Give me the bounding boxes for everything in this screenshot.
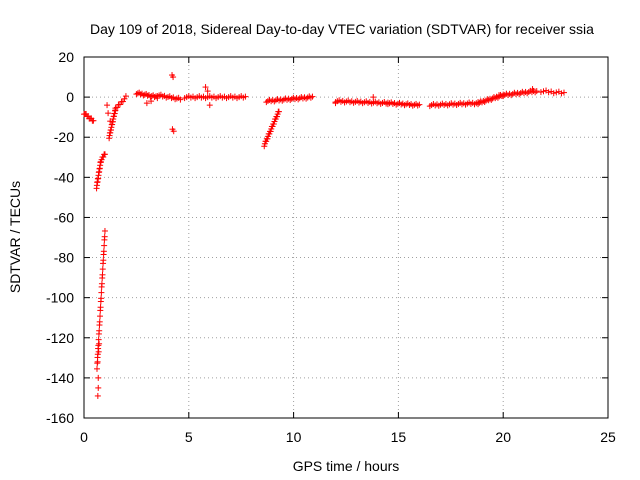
data-point (101, 242, 108, 249)
data-point (545, 89, 552, 96)
y-tick-label: -60 (54, 209, 74, 225)
data-point (97, 159, 104, 166)
data-point (100, 248, 107, 255)
data-point (97, 313, 104, 320)
data-point (275, 108, 282, 115)
data-point (121, 95, 128, 102)
data-point (107, 118, 114, 125)
data-point (151, 94, 158, 101)
data-point (242, 93, 249, 100)
data-point (533, 88, 540, 95)
data-point (494, 94, 501, 101)
data-point (170, 74, 177, 81)
data-point (119, 98, 126, 105)
axis-tick-labels: 0 5 10 15 20 25 20 0 -20 -40 -60 -80 -100 -120 -140 -16… (46, 49, 616, 445)
data-point (475, 101, 482, 108)
y-tick-label: 0 (66, 89, 74, 105)
grid-lines (84, 57, 608, 418)
data-point (550, 90, 557, 97)
data-point (560, 89, 567, 96)
data-point (116, 101, 123, 108)
data-point (93, 365, 100, 372)
data-point (96, 340, 103, 347)
data-point (416, 101, 423, 108)
data-point (99, 271, 106, 278)
data-point (112, 107, 119, 114)
y-tick-label: -40 (54, 169, 74, 185)
axis-ticks (83, 56, 609, 419)
data-point (100, 257, 107, 264)
data-point (481, 99, 488, 106)
y-tick-label: -20 (54, 129, 74, 145)
y-axis-label: SDTVAR / TECUs (7, 181, 23, 293)
data-point (101, 227, 108, 234)
data-point (177, 96, 184, 103)
data-point (529, 86, 536, 93)
y-tick-label: 20 (58, 49, 74, 65)
x-tick-label: 25 (600, 429, 616, 445)
data-point (96, 318, 103, 325)
data-point (95, 374, 102, 381)
data-point (99, 266, 106, 273)
data-point (488, 96, 495, 103)
x-tick-label: 15 (391, 429, 407, 445)
y-tick-label: -120 (46, 330, 74, 346)
data-point (540, 88, 547, 95)
chart-title: Day 109 of 2018, Sidereal Day-to-day VTE… (90, 21, 594, 37)
x-axis-label: GPS time / hours (293, 458, 400, 474)
data-point (101, 233, 108, 240)
x-tick-label: 0 (80, 429, 88, 445)
data-point (148, 98, 155, 105)
plot-frame (83, 56, 609, 419)
data-point (332, 100, 339, 107)
data-point (537, 89, 544, 96)
y-tick-label: -160 (46, 410, 74, 426)
data-point (204, 88, 211, 95)
data-point (90, 117, 97, 124)
data-points (81, 72, 567, 399)
data-point (370, 94, 377, 101)
data-point (94, 392, 101, 399)
data-point (553, 89, 560, 96)
data-point (96, 327, 103, 334)
data-point (558, 90, 565, 97)
data-point (113, 104, 120, 111)
data-point (101, 151, 108, 158)
data-point (97, 304, 104, 311)
data-point (98, 289, 105, 296)
data-point (95, 348, 102, 355)
data-point (94, 358, 101, 365)
x-tick-label: 10 (286, 429, 302, 445)
data-point (170, 128, 177, 135)
y-tick-label: -100 (46, 290, 74, 306)
data-point (95, 384, 102, 391)
data-point (143, 100, 150, 107)
data-point (98, 280, 105, 287)
x-tick-label: 20 (495, 429, 511, 445)
data-point (206, 102, 213, 109)
data-point (309, 93, 316, 100)
data-point (122, 93, 129, 100)
x-tick-label: 5 (185, 429, 193, 445)
data-point (105, 110, 112, 117)
data-point (202, 84, 209, 91)
data-point (98, 295, 105, 302)
y-tick-label: -80 (54, 250, 74, 266)
data-point (104, 102, 111, 109)
data-point (496, 92, 503, 99)
y-tick-label: -140 (46, 370, 74, 386)
